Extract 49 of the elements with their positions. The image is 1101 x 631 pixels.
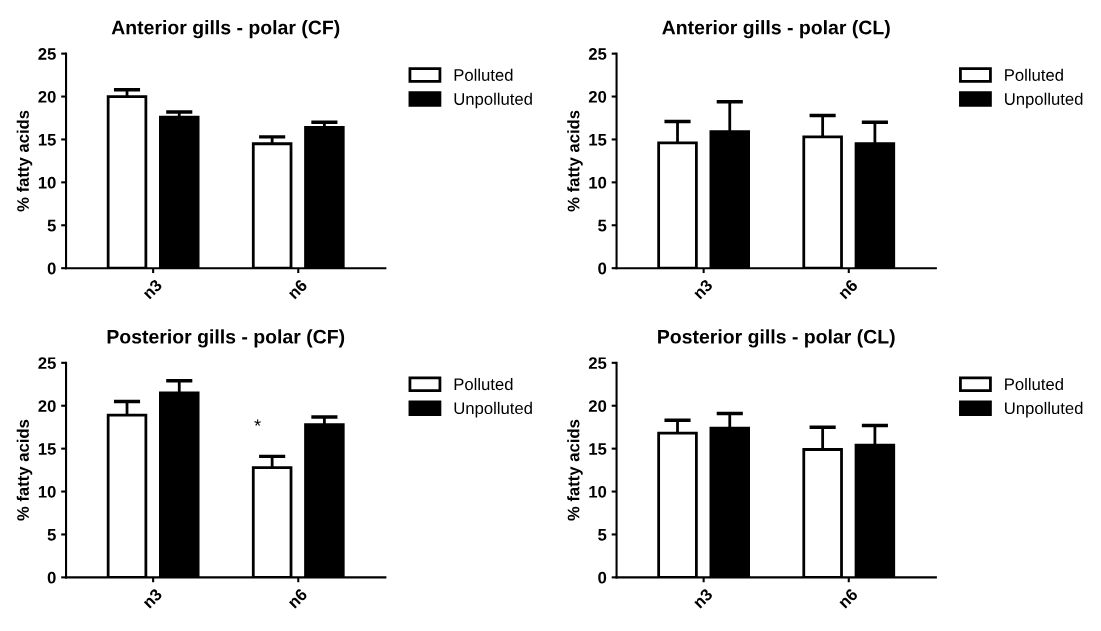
x-tick-label: n3 [141, 587, 163, 609]
annotation: * [254, 419, 261, 426]
chart-title: Anterior gills - polar (CL) [662, 20, 890, 39]
y-axis-title: % fatty acids [567, 419, 583, 521]
y-axis-title: % fatty acids [16, 110, 33, 212]
y-tick-label: 10 [589, 176, 607, 189]
y-tick-label: 25 [38, 48, 56, 60]
y-tick-label: 25 [38, 357, 56, 370]
y-tick-label: 0 [598, 262, 607, 275]
y-tick-label: 20 [588, 400, 607, 412]
y-tick-label: 5 [47, 219, 56, 232]
legend-label: Unpolluted [454, 401, 532, 418]
y-tick-label: 0 [598, 571, 607, 584]
legend-label: Polluted [454, 68, 513, 81]
x-tick-label: n6 [286, 587, 308, 609]
y-tick-label: 10 [589, 485, 607, 498]
y-tick-label: 10 [38, 485, 56, 498]
y-tick-label: 20 [38, 90, 56, 103]
x-tick-label: n3 [692, 278, 714, 300]
y-tick-label: 15 [38, 443, 56, 455]
y-axis-title: % fatty acids [16, 419, 33, 521]
y-tick-label: 25 [588, 357, 607, 370]
legend-label: Polluted [1005, 68, 1063, 81]
legend-label: Unpolluted [1005, 401, 1083, 418]
y-tick-label: 5 [47, 529, 56, 541]
chart-title: Anterior gills - polar (CF) [111, 20, 340, 39]
y-tick-label: 0 [47, 571, 56, 584]
chart-title: Posterior gills - polar (CF) [107, 329, 345, 348]
chart-title: Posterior gills - polar (CL) [658, 329, 895, 348]
legend-label: Unpolluted [454, 92, 532, 109]
y-tick-label: 0 [47, 262, 56, 275]
legend-label: Polluted [1005, 377, 1063, 391]
y-tick-label: 5 [598, 529, 607, 541]
y-tick-label: 20 [38, 400, 56, 412]
y-axis-title: % fatty acids [567, 110, 583, 212]
y-tick-label: 20 [588, 90, 607, 103]
y-tick-label: 15 [589, 443, 607, 455]
x-tick-label: n6 [837, 587, 859, 609]
y-tick-label: 15 [589, 134, 607, 146]
x-tick-label: n6 [286, 278, 308, 300]
legend-label: Unpolluted [1005, 92, 1083, 109]
x-tick-label: n6 [837, 278, 859, 300]
legend-label: Polluted [454, 377, 513, 391]
y-tick-label: 10 [38, 176, 56, 189]
y-tick-label: 25 [588, 48, 607, 60]
x-tick-label: n3 [692, 587, 714, 609]
x-tick-label: n3 [141, 278, 163, 300]
y-tick-label: 15 [38, 134, 56, 146]
y-tick-label: 5 [598, 219, 607, 232]
